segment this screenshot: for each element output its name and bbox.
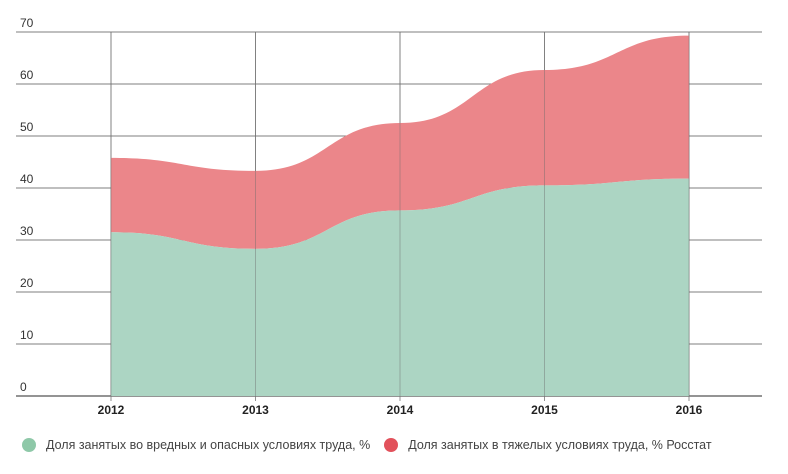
y-tick-label-60: 60 [20, 68, 34, 82]
legend-item-harmful: Доля занятых во вредных и опасных услови… [22, 438, 370, 452]
legend: Доля занятых во вредных и опасных услови… [22, 438, 726, 452]
legend-label-heavy: Доля занятых в тяжелых условиях труда, %… [408, 438, 712, 452]
y-tick-label-50: 50 [20, 120, 34, 134]
legend-item-heavy: Доля занятых в тяжелых условиях труда, %… [384, 438, 712, 452]
legend-swatch-heavy [384, 438, 399, 452]
x-tick-label-2016: 2016 [676, 403, 703, 417]
legend-label-harmful: Доля занятых во вредных и опасных услови… [46, 438, 371, 452]
y-tick-label-70: 70 [20, 16, 34, 30]
y-tick-label-20: 20 [20, 276, 34, 290]
y-tick-label-40: 40 [20, 172, 34, 186]
legend-swatch-harmful [22, 438, 36, 452]
x-tick-label-2015: 2015 [531, 403, 558, 417]
y-tick-label-10: 10 [20, 328, 34, 342]
x-tick-label-2014: 2014 [387, 403, 414, 417]
x-tick-label-2012: 2012 [98, 403, 125, 417]
y-tick-label-30: 30 [20, 224, 34, 238]
y-tick-label-0: 0 [20, 380, 27, 394]
axis-layer: 0 10 20 30 40 50 60 70 2012 2013 2014 2015 2016 [20, 16, 703, 417]
x-tick-label-2013: 2013 [242, 403, 269, 417]
